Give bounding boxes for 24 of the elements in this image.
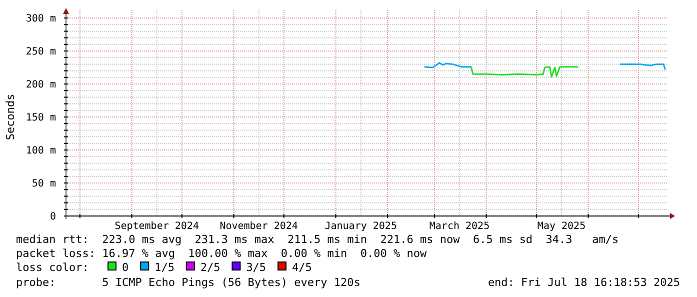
x-tick-label: September 2024 (114, 221, 199, 232)
legend-label: 0 (122, 261, 129, 274)
y-tick-label: 50 m (32, 178, 56, 190)
legend-label: 2/5 (200, 261, 220, 274)
x-tick-label: November 2024 (220, 221, 298, 232)
x-tick-label: January 2025 (324, 221, 397, 232)
y-tick-label: 200 m (26, 80, 56, 90)
line-series (470, 66, 579, 78)
text: median rtt: 223.0 ms avg 231.3 ms max 211.5 ms min 221.6 ms now 6.5 ms sd 34.3 am/s (16, 233, 619, 246)
y-tick-label: 150 m (26, 112, 56, 124)
legend-label: 4/5 (292, 261, 312, 274)
legend-title: loss color: (16, 261, 89, 274)
x-tick-label: May 2025 (537, 221, 586, 232)
legend-label: 3/5 (246, 261, 266, 274)
y-tick-label: 300 m (26, 14, 56, 24)
legend-label: 1/5 (154, 261, 174, 274)
text: packet loss: 16.97 % avg 100.00 % max 0.00 % min 0.00 % now (16, 247, 427, 260)
text: probe: 5 ICMP Echo Pings (56 Bytes) every 120s (16, 276, 360, 289)
text: end: Fri Jul 18 16:18:53 2025 (488, 276, 680, 289)
y-tick-label: 250 m (26, 46, 56, 58)
y-tick-label: 0 (50, 212, 56, 222)
x-tick-label: March 2025 (429, 221, 490, 232)
y-axis-title: Seconds (4, 94, 17, 140)
y-tick-label: 100 m (26, 146, 56, 156)
